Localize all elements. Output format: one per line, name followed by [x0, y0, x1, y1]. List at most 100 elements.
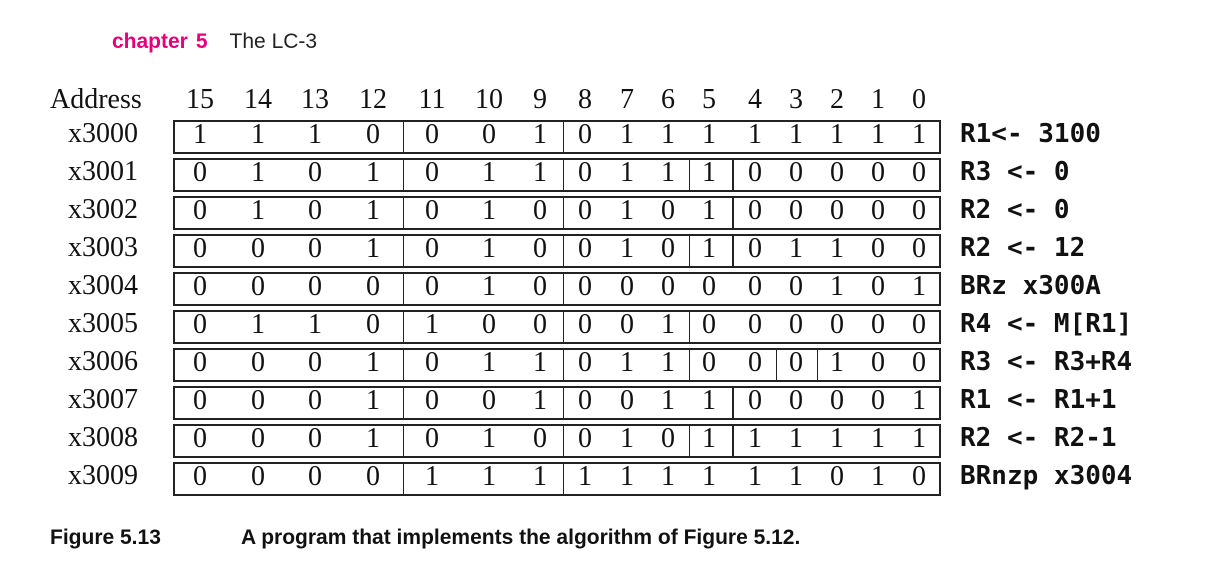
field-divider — [562, 388, 564, 418]
chapter-header: chapter 5 The LC-3 — [112, 30, 317, 54]
bit-cell: 0 — [308, 423, 322, 454]
bit-cell: 1 — [620, 347, 634, 378]
bit-cell: 0 — [366, 119, 380, 150]
bit-cell: 1 — [251, 157, 265, 188]
bit-cell: 1 — [748, 423, 762, 454]
bit-cell: 0 — [193, 309, 207, 340]
bit-index-5: 5 — [702, 84, 716, 115]
bit-cell: 1 — [871, 423, 885, 454]
row-address: x3004 — [68, 270, 138, 301]
bit-cell: 0 — [533, 309, 547, 340]
bit-cell: 0 — [193, 385, 207, 416]
bit-cell: 0 — [702, 309, 716, 340]
bit-cell: 1 — [912, 271, 926, 302]
bit-cell: 0 — [620, 385, 634, 416]
bit-index-4: 4 — [748, 84, 762, 115]
bit-cell: 0 — [620, 271, 634, 302]
bit-cell: 0 — [748, 385, 762, 416]
bit-cell: 0 — [748, 309, 762, 340]
bit-cell: 1 — [366, 233, 380, 264]
bit-cell: 0 — [482, 119, 496, 150]
bit-cell: 0 — [366, 461, 380, 492]
bit-cell: 0 — [578, 423, 592, 454]
bit-cell: 1 — [620, 119, 634, 150]
bit-cell: 1 — [789, 233, 803, 264]
bit-cell: 1 — [661, 119, 675, 150]
instruction-comment: R2 <- 0 — [960, 195, 1070, 225]
bit-cell: 0 — [912, 347, 926, 378]
bit-cell: 0 — [251, 233, 265, 264]
bit-cell: 0 — [308, 461, 322, 492]
field-divider — [402, 350, 404, 380]
bit-cell: 1 — [482, 271, 496, 302]
bit-cell: 0 — [661, 233, 675, 264]
bit-cell: 1 — [308, 119, 322, 150]
field-divider — [562, 274, 564, 304]
bit-cell: 0 — [578, 309, 592, 340]
bit-cell: 1 — [789, 423, 803, 454]
bit-cell: 0 — [830, 461, 844, 492]
bit-cell: 0 — [702, 271, 716, 302]
instruction-comment: R3 <- 0 — [960, 157, 1070, 187]
bit-cell: 0 — [193, 423, 207, 454]
bit-cell: 0 — [193, 157, 207, 188]
field-divider — [562, 160, 564, 190]
field-divider — [402, 236, 404, 266]
instruction-comment: R1<- 3100 — [960, 119, 1101, 149]
bit-cell: 1 — [482, 423, 496, 454]
field-divider — [562, 122, 564, 152]
bit-cell: 0 — [251, 385, 265, 416]
bit-cell: 1 — [533, 119, 547, 150]
bit-cell: 0 — [912, 461, 926, 492]
bit-cell: 1 — [830, 233, 844, 264]
field-divider — [688, 426, 690, 456]
bit-cell: 0 — [425, 233, 439, 264]
bit-cell: 0 — [830, 195, 844, 226]
bit-index-1: 1 — [871, 84, 885, 115]
bit-cell: 1 — [620, 461, 634, 492]
bit-cell: 1 — [620, 157, 634, 188]
instruction-comment: R3 <- R3+R4 — [960, 347, 1133, 377]
bit-index-11: 11 — [418, 84, 446, 115]
bit-cell: 0 — [308, 385, 322, 416]
instruction-comment: R4 <- M[R1] — [960, 309, 1133, 339]
bit-cell: 0 — [789, 271, 803, 302]
bit-cell: 0 — [251, 271, 265, 302]
bit-cell: 1 — [366, 347, 380, 378]
field-divider — [688, 160, 690, 190]
bit-cell: 0 — [748, 271, 762, 302]
bit-cell: 1 — [748, 461, 762, 492]
bit-cell: 0 — [193, 195, 207, 226]
field-divider — [402, 160, 404, 190]
bit-cell: 0 — [748, 195, 762, 226]
bit-cell: 0 — [578, 347, 592, 378]
field-divider — [562, 236, 564, 266]
bit-cell: 0 — [533, 233, 547, 264]
bit-cell: 1 — [830, 347, 844, 378]
bit-cell: 0 — [425, 347, 439, 378]
bit-cell: 1 — [661, 385, 675, 416]
field-divider — [732, 426, 734, 456]
bit-cell: 0 — [871, 271, 885, 302]
bit-cell: 0 — [748, 157, 762, 188]
bit-cell: 0 — [871, 309, 885, 340]
bit-cell: 1 — [912, 423, 926, 454]
figure-caption: A program that implements the algorithm … — [241, 526, 801, 549]
bit-cell: 0 — [578, 385, 592, 416]
bit-cell: 0 — [871, 157, 885, 188]
bit-cell: 0 — [308, 347, 322, 378]
bit-cell: 0 — [789, 309, 803, 340]
bit-cell: 1 — [661, 309, 675, 340]
bit-cell: 0 — [912, 233, 926, 264]
bit-cell: 0 — [748, 233, 762, 264]
bit-cell: 0 — [251, 461, 265, 492]
bit-cell: 0 — [830, 157, 844, 188]
bit-cell: 1 — [661, 157, 675, 188]
row-address: x3008 — [68, 422, 138, 453]
row-address: x3009 — [68, 460, 138, 491]
